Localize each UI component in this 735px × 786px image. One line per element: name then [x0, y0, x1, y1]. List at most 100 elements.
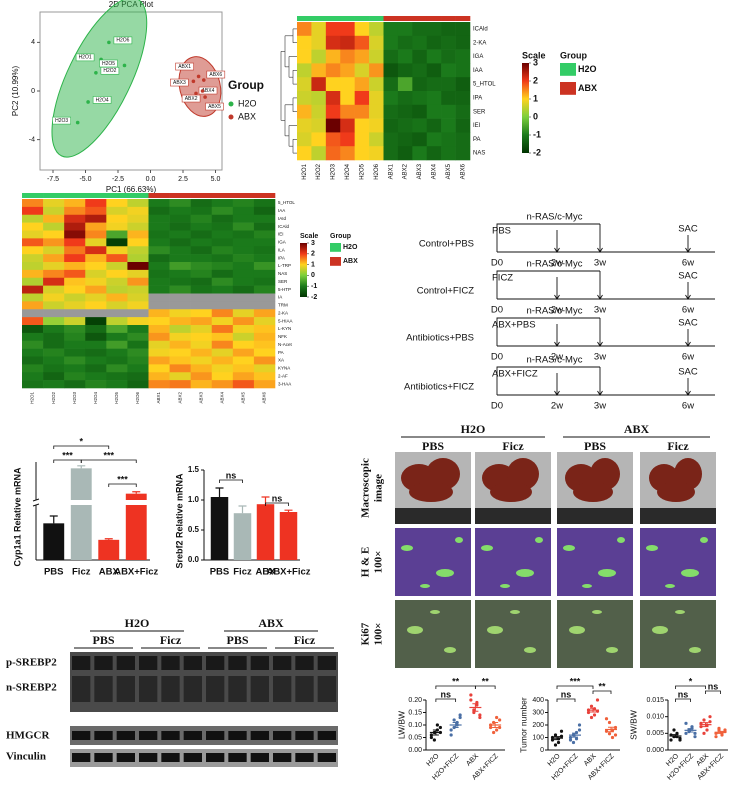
bar [70, 468, 92, 500]
heatmap-cell [325, 146, 341, 161]
heatmap-cell [64, 230, 86, 239]
arrow-head [554, 341, 560, 347]
error-bar [672, 734, 679, 738]
liver-lobe [573, 482, 613, 502]
row-label: 2-KA [278, 310, 288, 315]
heatmap-cell [354, 77, 370, 92]
heatmap-cell [441, 146, 456, 161]
legend-label: H2O [578, 64, 597, 74]
data-point [191, 79, 196, 84]
endpoint-label: SAC [678, 367, 698, 378]
blot-band [116, 656, 135, 670]
heatmap-cell [64, 277, 86, 286]
blot-band [206, 753, 225, 762]
group-header: H2O [125, 616, 150, 630]
heatmap-cell [106, 206, 128, 216]
heatmap-cell [412, 63, 428, 78]
error-bar [590, 707, 596, 713]
column-label: H2O5 [114, 392, 119, 404]
row-label: Ki67 [360, 622, 372, 645]
data-point [449, 733, 453, 737]
heatmap-cell [354, 146, 370, 161]
blot-band [273, 676, 292, 702]
group-label: Control+PBS [419, 239, 474, 250]
heatmap-cell [253, 380, 276, 389]
y-tick-label: 300 [532, 709, 544, 716]
blot-band [228, 656, 247, 670]
blot-band [183, 676, 202, 702]
heatmap-cell [43, 246, 65, 255]
data-point [568, 738, 573, 742]
heatmap-cell [85, 317, 107, 326]
blot-membrane [70, 652, 338, 712]
legend-title: Group [330, 233, 351, 240]
data-point [604, 729, 609, 733]
heatmap-cell [412, 104, 428, 119]
heatmap-cell [211, 364, 234, 373]
heatmap-cell [64, 364, 86, 373]
heatmap-cell [106, 317, 128, 326]
heatmap-cell [106, 262, 128, 271]
group-bar [253, 193, 276, 198]
heatmap-cell [190, 372, 213, 381]
significance-label: * [79, 436, 83, 446]
missing-cell [232, 301, 255, 310]
x-tick-label: H2O [547, 752, 563, 768]
heatmap-cell [426, 49, 442, 64]
heatmap-cell [22, 332, 44, 342]
point-label-box [205, 102, 224, 111]
heatmap-cell [211, 309, 234, 318]
blot-membrane [70, 726, 338, 745]
heatmap-cell [426, 132, 442, 147]
bar [256, 504, 275, 560]
x-tick-label: PBS [210, 567, 230, 578]
x-tick-label: H2O [425, 752, 441, 768]
heatmap-cell [22, 238, 44, 247]
point-label: ABX4 [202, 88, 215, 94]
blot-band [317, 731, 336, 740]
x-tick-label: ABX [255, 567, 276, 578]
data-point [559, 734, 564, 738]
heatmap-cell [383, 22, 399, 37]
vessel [665, 584, 675, 588]
heatmap-cell [354, 118, 370, 133]
vessel [535, 537, 543, 543]
heatmap-cell [354, 91, 370, 106]
heatmap-cell [127, 238, 149, 247]
heatmap-cell [43, 269, 65, 279]
heatmap-cell [127, 340, 149, 349]
group-bar [64, 193, 86, 198]
heatmap-cell [211, 380, 234, 389]
heatmap-cell [340, 146, 355, 161]
data-point [708, 720, 712, 724]
heatmap-cell [340, 132, 355, 147]
heatmap-cell [426, 35, 442, 50]
legend-swatch [560, 82, 576, 95]
column-label: ABX2 [403, 163, 409, 179]
heatmap-cell [397, 49, 413, 64]
heatmap-cell [148, 340, 170, 349]
injection-label: n-RAS/c-Myc [527, 259, 583, 270]
heatmap-cell [397, 118, 413, 133]
row-label: 5_HTOL [278, 200, 295, 205]
row-label: N-Acet [278, 342, 293, 347]
group-bar [85, 193, 107, 198]
row-label: TRM [278, 303, 288, 308]
heatmap-cell [369, 146, 384, 161]
heatmap-cell [311, 91, 327, 106]
significance-bracket [705, 690, 721, 694]
y-tick-label: 100 [532, 734, 544, 741]
heatmap-cell [64, 285, 86, 294]
color-bar-label: 2 [533, 75, 538, 85]
data-point [723, 728, 727, 732]
heatmap-cell [190, 230, 213, 239]
heatmap-cell [354, 22, 370, 37]
heatmap-cell [85, 199, 107, 208]
blot-band [161, 731, 180, 740]
blot-band [139, 656, 158, 670]
y-tick-label: 0.0 [188, 555, 200, 564]
column-header: PBS [92, 633, 114, 647]
data-point [607, 732, 612, 736]
arrow-head [685, 341, 691, 347]
liver-lobe [490, 482, 532, 502]
